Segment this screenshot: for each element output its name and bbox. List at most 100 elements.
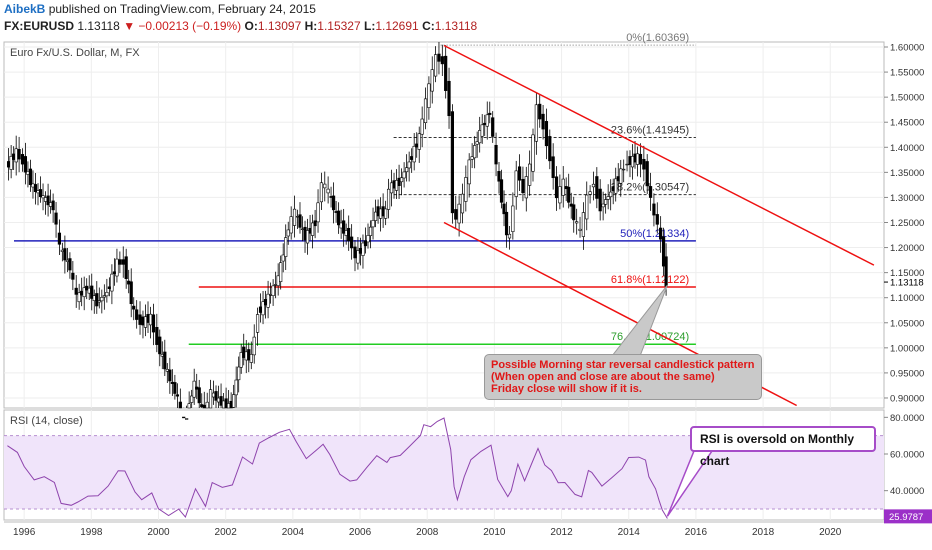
annotation-line: (When open and close are about the same) bbox=[491, 371, 715, 383]
candle-body bbox=[12, 153, 16, 160]
price-tick-label: 1.05000 bbox=[890, 318, 924, 329]
candle-body bbox=[366, 235, 370, 243]
candle-body bbox=[531, 134, 535, 172]
candle-body bbox=[625, 163, 629, 166]
candle-body bbox=[659, 227, 663, 240]
candle-body bbox=[173, 382, 177, 394]
candle-body bbox=[410, 156, 414, 160]
candle-body bbox=[33, 184, 38, 192]
open-label: O: bbox=[244, 19, 258, 33]
morning-star-annotation[interactable]: Possible Morning star reversal candlesti… bbox=[484, 354, 762, 400]
candle-body bbox=[286, 229, 290, 237]
candle-body bbox=[255, 314, 260, 333]
candle-body bbox=[14, 148, 18, 163]
time-tick-label: 2008 bbox=[416, 527, 439, 538]
fib-level-label: 61.8%(1.12122) bbox=[611, 274, 689, 286]
candle-body bbox=[274, 284, 278, 286]
candle-body bbox=[619, 168, 623, 184]
time-tick-label: 2016 bbox=[685, 527, 708, 538]
price-tick-label: 1.10000 bbox=[890, 293, 924, 304]
candle-body bbox=[497, 171, 501, 182]
last-price-label: 1.13118 bbox=[890, 278, 924, 289]
candle-body bbox=[517, 166, 522, 181]
candle-body bbox=[329, 196, 333, 198]
candle-body bbox=[160, 354, 164, 357]
candle-body bbox=[77, 292, 81, 303]
high-label: H: bbox=[304, 19, 318, 33]
candle-body bbox=[26, 171, 30, 175]
candle-body bbox=[202, 404, 206, 409]
candle-body bbox=[344, 230, 348, 236]
candle-body bbox=[591, 183, 596, 188]
candle-body bbox=[575, 221, 579, 224]
candle-body bbox=[269, 294, 273, 296]
candle-body bbox=[90, 285, 94, 299]
candle-body bbox=[132, 305, 136, 310]
price-tick-label: 1.00000 bbox=[890, 343, 924, 354]
candle-body bbox=[121, 259, 125, 265]
candle-body bbox=[450, 111, 454, 214]
candle-body bbox=[609, 191, 613, 198]
candle-body bbox=[97, 300, 101, 303]
candle-body bbox=[394, 180, 399, 191]
candle-body bbox=[652, 203, 656, 216]
candle-body bbox=[135, 309, 139, 320]
candle-body bbox=[326, 188, 330, 194]
author-name[interactable]: AibekB bbox=[4, 2, 46, 16]
candle-body bbox=[229, 400, 233, 409]
candle-body bbox=[57, 232, 62, 245]
candle-body bbox=[118, 259, 122, 265]
candle-body bbox=[20, 154, 25, 165]
time-tick-label: 2006 bbox=[349, 527, 372, 538]
rsi-annotation[interactable]: RSI is oversold on Monthly chart bbox=[690, 426, 876, 468]
time-tick-label: 2000 bbox=[147, 527, 170, 538]
candle-body bbox=[303, 226, 307, 241]
candle-body bbox=[423, 98, 428, 124]
candle-body bbox=[368, 226, 373, 236]
candle-body bbox=[146, 314, 150, 323]
candle-body bbox=[208, 389, 213, 409]
candle-body bbox=[316, 202, 320, 223]
candle-body bbox=[417, 133, 421, 150]
candle-body bbox=[604, 199, 608, 205]
candle-body bbox=[310, 222, 315, 236]
candle-body bbox=[71, 272, 75, 280]
candle-body bbox=[358, 248, 363, 254]
candle-body bbox=[232, 394, 236, 408]
candle-body bbox=[289, 216, 293, 234]
candle-body bbox=[308, 227, 312, 234]
candle-body bbox=[399, 177, 404, 183]
candle-body bbox=[504, 211, 509, 236]
candle-body bbox=[373, 211, 378, 221]
time-tick-label: 2020 bbox=[819, 527, 842, 538]
candle-body bbox=[397, 177, 401, 186]
candle-body bbox=[350, 236, 354, 249]
candle-body bbox=[564, 186, 568, 190]
price-tick-label: 0.95000 bbox=[890, 368, 924, 379]
time-tick-label: 2002 bbox=[215, 527, 238, 538]
candle-body bbox=[143, 316, 148, 328]
rsi-last-label: 25.9787 bbox=[889, 512, 923, 523]
candle-body bbox=[239, 352, 243, 368]
candle-body bbox=[524, 176, 528, 199]
candle-body bbox=[165, 369, 169, 372]
candle-body bbox=[124, 256, 128, 279]
candle-body bbox=[578, 228, 582, 231]
candle-body bbox=[151, 314, 156, 333]
open-value: 1.13097 bbox=[257, 19, 302, 33]
candle-body bbox=[65, 259, 69, 262]
candle-body bbox=[581, 212, 585, 237]
candle-body bbox=[444, 55, 448, 91]
candle-body bbox=[80, 290, 84, 296]
candle-body bbox=[407, 161, 411, 169]
candle-body bbox=[31, 183, 35, 188]
candle-body bbox=[648, 186, 653, 198]
candle-body bbox=[17, 149, 21, 160]
candle-body bbox=[645, 161, 649, 187]
candle-body bbox=[192, 380, 196, 398]
candle-body bbox=[158, 336, 162, 355]
candle-body bbox=[434, 54, 438, 77]
candle-body bbox=[249, 354, 253, 363]
candle-body bbox=[601, 203, 605, 208]
